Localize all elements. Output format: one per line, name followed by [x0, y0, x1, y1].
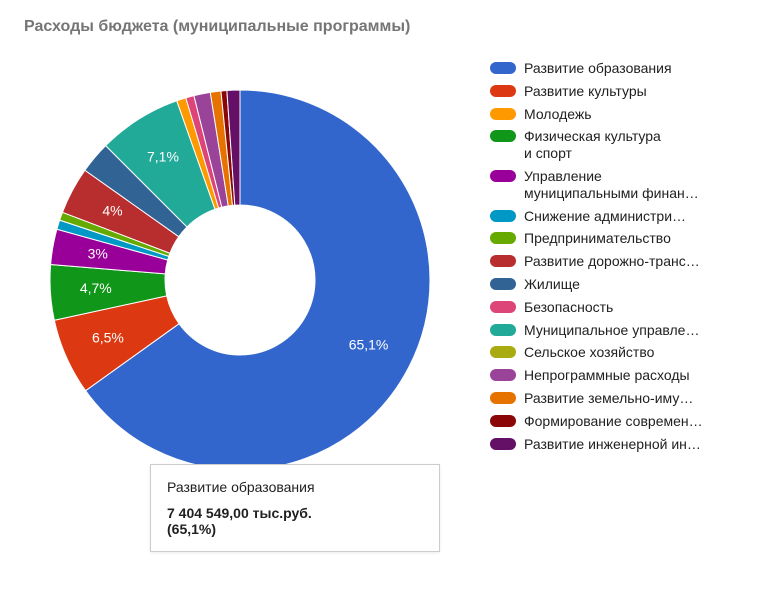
legend-item[interactable]: Развитие дорожно-транс… — [490, 253, 770, 270]
legend-item[interactable]: Сельское хозяйство — [490, 344, 770, 361]
legend-item[interactable]: Жилище — [490, 276, 770, 293]
tooltip: Развитие образования 7 404 549,00 тыс.ру… — [150, 464, 440, 552]
legend-item[interactable]: Предпринимательство — [490, 230, 770, 247]
slice-pct-label: 4,7% — [80, 280, 112, 296]
legend-swatch — [490, 130, 516, 142]
legend-item[interactable]: Муниципальное управле… — [490, 322, 770, 339]
legend-item[interactable]: Непрограммные расходы — [490, 367, 770, 384]
legend-swatch — [490, 369, 516, 381]
legend-swatch — [490, 62, 516, 74]
legend-item[interactable]: Снижение администри… — [490, 208, 770, 225]
legend-item[interactable]: Формирование современ… — [490, 413, 770, 430]
legend-item[interactable]: Развитие земельно-иму… — [490, 390, 770, 407]
legend-label: Формирование современ… — [524, 413, 703, 430]
legend-swatch — [490, 232, 516, 244]
legend-label: Муниципальное управле… — [524, 322, 699, 339]
slice-pct-label: 65,1% — [349, 337, 389, 353]
legend-label: Развитие культуры — [524, 83, 647, 100]
legend-item[interactable]: Развитие инженерной ин… — [490, 436, 770, 453]
legend-item[interactable]: Молодежь — [490, 106, 770, 123]
tooltip-value: 7 404 549,00 тыс.руб. — [167, 505, 423, 521]
legend-swatch — [490, 170, 516, 182]
legend: Развитие образования Развитие культуры Мол… — [490, 60, 770, 458]
legend-swatch — [490, 278, 516, 290]
legend-label: Предпринимательство — [524, 230, 671, 247]
legend-item[interactable]: Развитие культуры — [490, 83, 770, 100]
tooltip-title: Развитие образования — [167, 479, 423, 495]
legend-item[interactable]: Физическая культураи спорт — [490, 128, 770, 162]
slice-pct-label: 4% — [102, 203, 122, 219]
legend-label: Управлениемуниципальными финан… — [524, 168, 699, 202]
legend-swatch — [490, 210, 516, 222]
legend-swatch — [490, 392, 516, 404]
tooltip-pct: (65,1%) — [167, 521, 423, 537]
legend-label: Физическая культураи спорт — [524, 128, 661, 162]
legend-swatch — [490, 85, 516, 97]
legend-item[interactable]: Безопасность — [490, 299, 770, 316]
legend-label: Развитие дорожно-транс… — [524, 253, 700, 270]
legend-label: Развитие образования — [524, 60, 672, 77]
legend-label: Развитие инженерной ин… — [524, 436, 701, 453]
legend-label: Развитие земельно-иму… — [524, 390, 693, 407]
legend-label: Жилище — [524, 276, 580, 293]
legend-swatch — [490, 255, 516, 267]
legend-item[interactable]: Развитие образования — [490, 60, 770, 77]
legend-swatch — [490, 415, 516, 427]
slice-pct-label: 3% — [88, 245, 108, 261]
legend-label: Непрограммные расходы — [524, 367, 690, 384]
slice-pct-label: 7,1% — [147, 148, 179, 164]
slice-pct-label: 6,5% — [92, 329, 124, 345]
legend-swatch — [490, 301, 516, 313]
donut-chart: 65,1% 6,5% 4,7% 3% 4% 7,1% — [20, 60, 460, 500]
legend-label: Снижение администри… — [524, 208, 686, 225]
legend-swatch — [490, 346, 516, 358]
legend-swatch — [490, 108, 516, 120]
legend-label: Безопасность — [524, 299, 613, 316]
legend-swatch — [490, 324, 516, 336]
chart-title: Расходы бюджета (муниципальные программы… — [24, 18, 410, 36]
legend-label: Молодежь — [524, 106, 592, 123]
legend-item[interactable]: Управлениемуниципальными финан… — [490, 168, 770, 202]
legend-swatch — [490, 438, 516, 450]
legend-label: Сельское хозяйство — [524, 344, 654, 361]
